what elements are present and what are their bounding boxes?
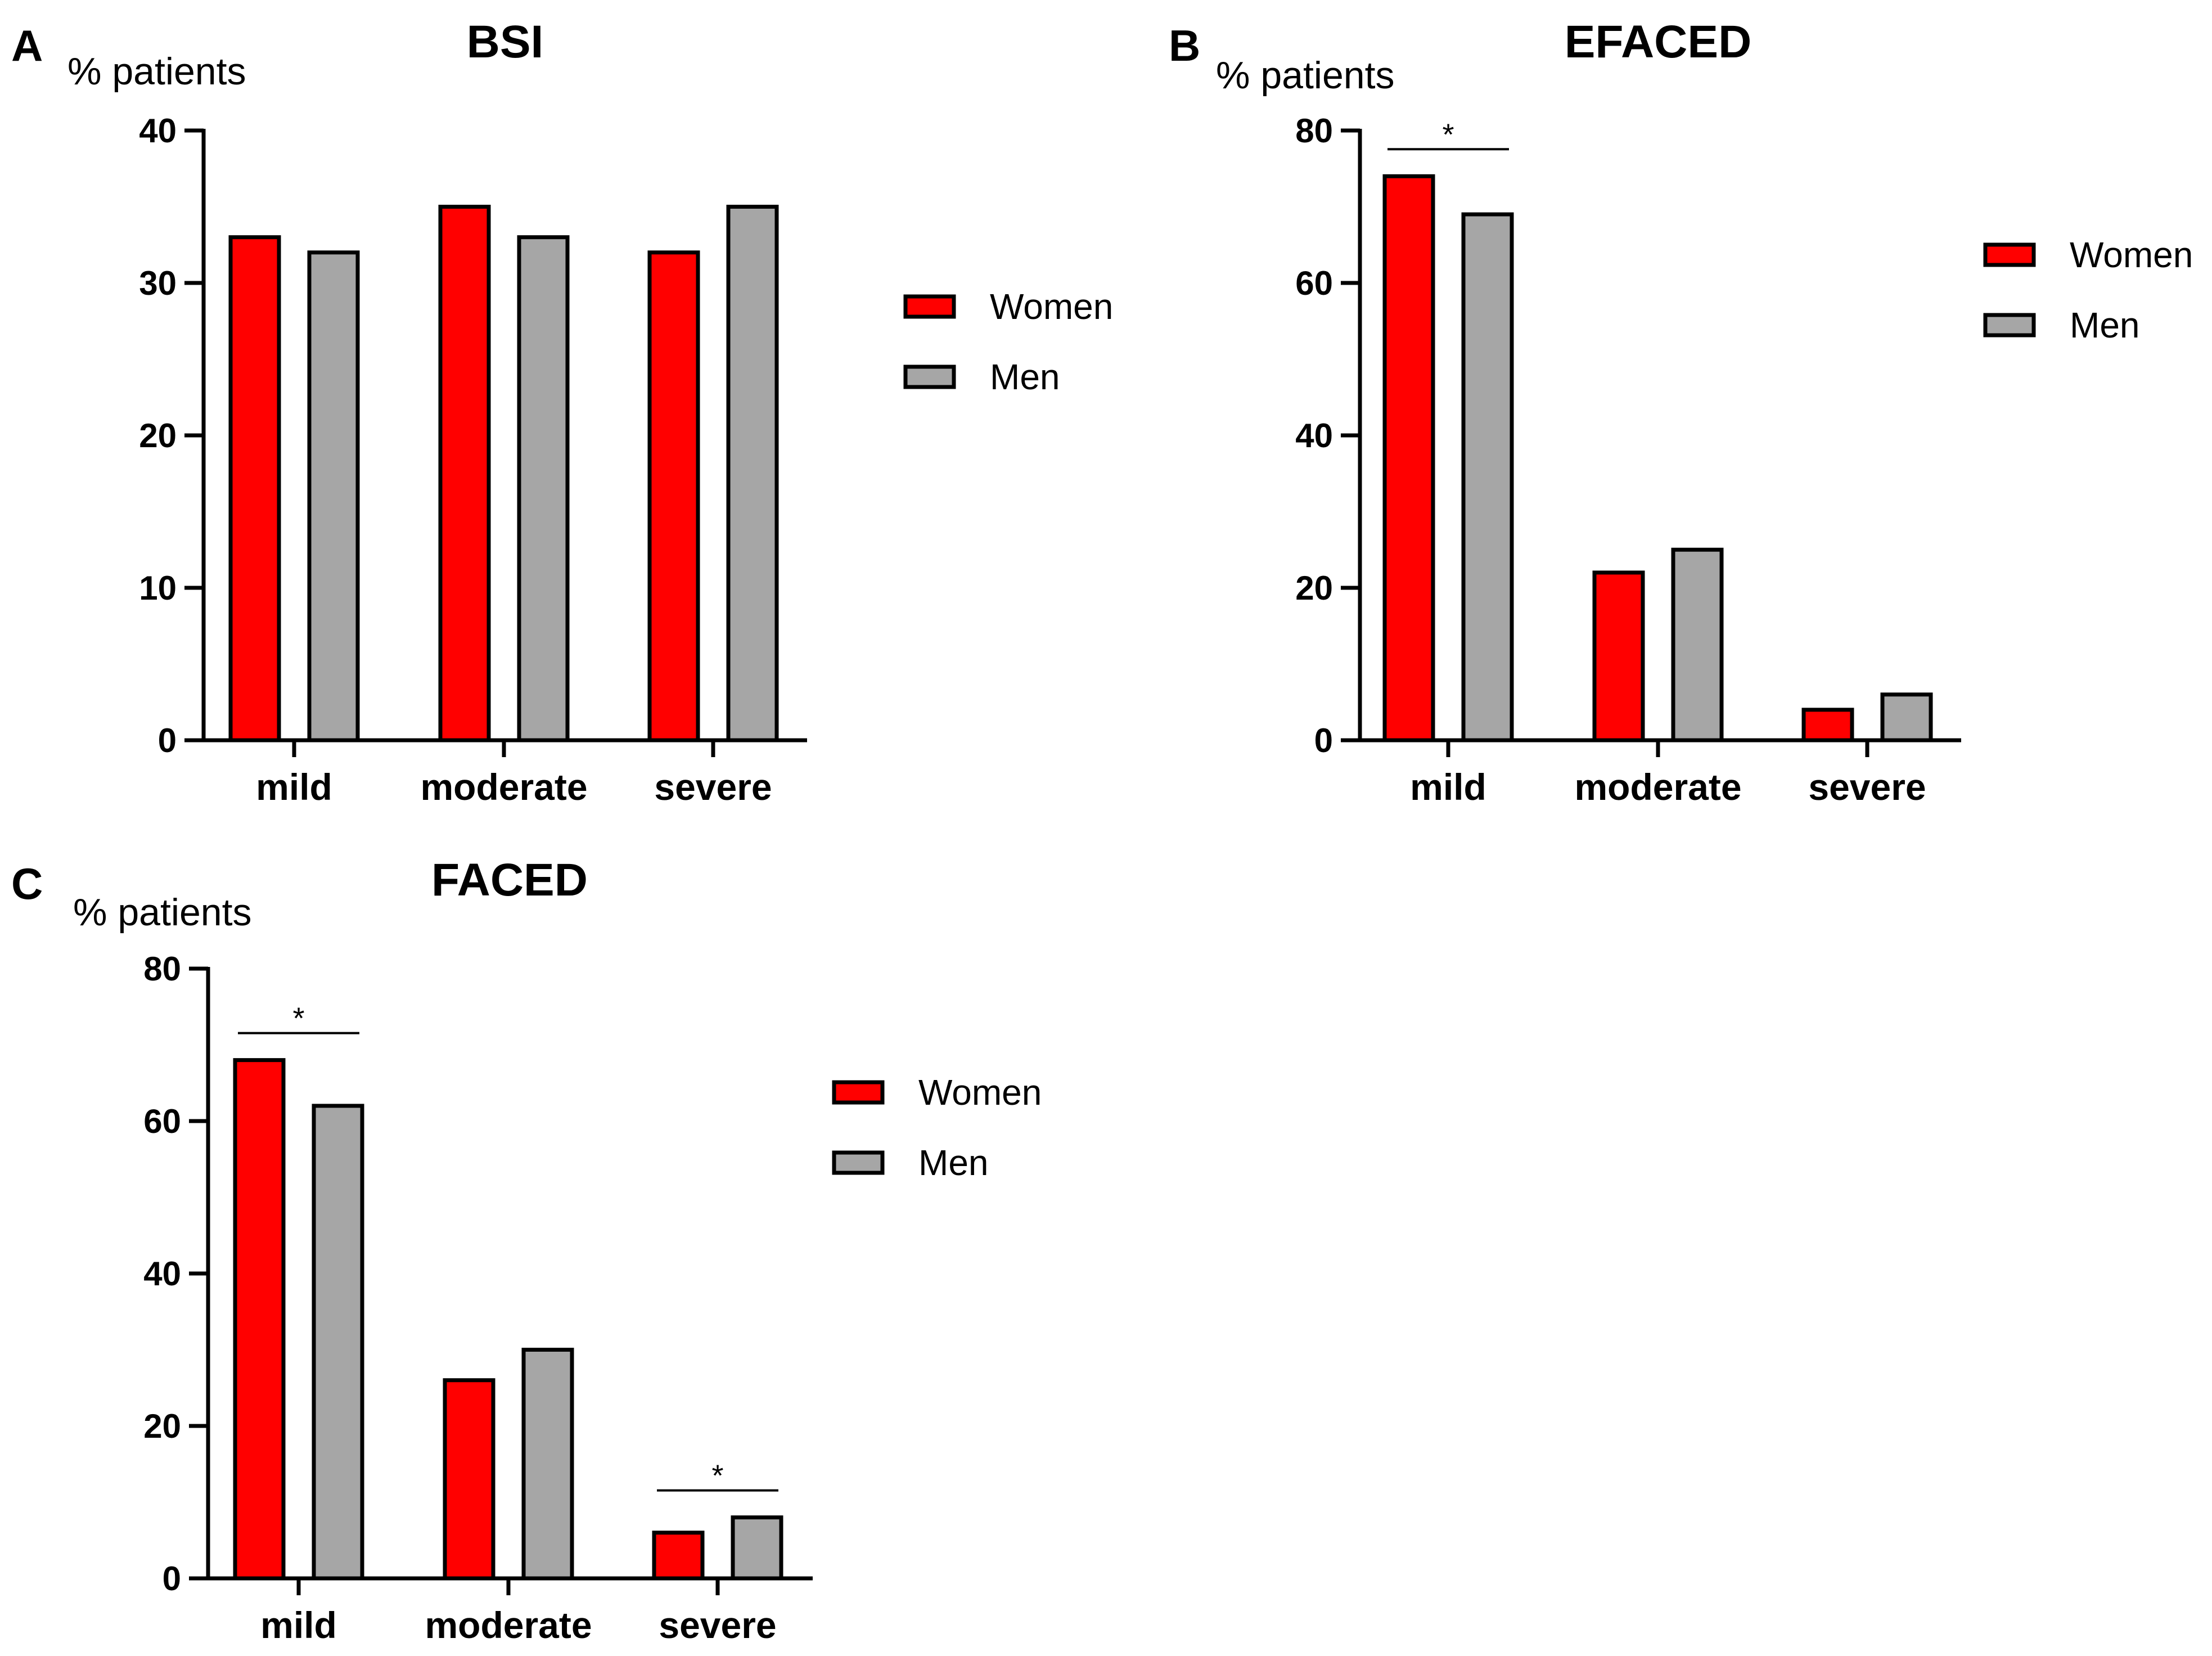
y-tick-label: 10 (139, 569, 177, 607)
chart-title: BSI (467, 16, 544, 68)
legend-swatch-women (832, 1080, 885, 1105)
y-tick-label: 80 (1295, 112, 1333, 150)
y-tick-label: 40 (139, 112, 177, 150)
bar-men-moderate (521, 1348, 574, 1581)
significance-marker: * (1442, 118, 1454, 151)
y-tick-label: 20 (143, 1407, 181, 1445)
legend-swatch-men (1983, 313, 2036, 338)
bar-men-moderate (517, 235, 570, 742)
legend-swatch-women (1983, 242, 2036, 267)
legend-swatch-men (832, 1150, 885, 1175)
legend-label-men: Men (2070, 305, 2140, 345)
legend-swatch-men (903, 364, 956, 389)
chart-panel-b: B % patients EFACED 0 20 40 60 80 mild moderate se… (1169, 16, 2193, 808)
y-tick-label: 60 (1295, 264, 1333, 302)
bar-women-moderate (443, 1378, 495, 1581)
y-tick-label: 40 (1295, 417, 1333, 454)
x-tick-label: moderate (1574, 766, 1741, 808)
legend-label-men: Men (990, 357, 1060, 397)
bar-women-severe (1801, 708, 1854, 742)
y-tick-label: 80 (143, 950, 181, 988)
x-tick-label: moderate (420, 766, 587, 808)
y-tick-label: 60 (143, 1102, 181, 1140)
bar-men-mild (312, 1104, 364, 1581)
legend-swatch-women (903, 294, 956, 319)
legend-label-women: Women (918, 1072, 1042, 1113)
bar-men-severe (1880, 692, 1933, 742)
bar-men-mild (307, 250, 360, 742)
bar-women-moderate (1592, 570, 1645, 742)
bar-men-mild (1461, 212, 1514, 742)
y-tick-label: 20 (139, 417, 177, 454)
x-tick-label: severe (654, 766, 772, 808)
x-tick-label: mild (256, 766, 332, 808)
x-tick-label: mild (1410, 766, 1486, 808)
y-tick-label: 0 (163, 1560, 181, 1598)
bar-women-mild (1382, 174, 1435, 742)
y-tick-label: 0 (158, 722, 177, 759)
bar-men-severe (731, 1515, 783, 1581)
legend-label-women: Women (990, 286, 1113, 327)
y-axis-label: % patients (73, 891, 252, 934)
legend-label-women: Women (2070, 235, 2193, 275)
chart-panel-c: C % patients FACED 0 20 40 60 80 mild moderate sev… (11, 854, 1042, 1646)
y-axis-label: % patients (1216, 54, 1395, 97)
panel-letter: A (11, 21, 43, 70)
y-tick-label: 30 (139, 264, 177, 302)
bar-women-mild (233, 1058, 286, 1581)
bar-men-severe (726, 205, 779, 742)
x-tick-label: moderate (425, 1604, 592, 1646)
bar-women-moderate (438, 205, 491, 742)
y-tick-label: 0 (1314, 722, 1333, 759)
significance-marker: * (292, 1002, 304, 1036)
x-tick-label: severe (659, 1604, 776, 1646)
chart-title: FACED (431, 854, 588, 906)
panel-letter: B (1169, 21, 1200, 70)
x-tick-label: mild (260, 1604, 337, 1646)
bar-men-moderate (1671, 547, 1724, 742)
y-tick-label: 20 (1295, 569, 1333, 607)
x-tick-label: severe (1808, 766, 1926, 808)
significance-marker: * (711, 1459, 723, 1493)
bar-women-severe (652, 1531, 705, 1581)
legend-label-men: Men (918, 1142, 989, 1183)
y-axis-label: % patients (67, 50, 246, 93)
bar-women-mild (228, 235, 281, 742)
chart-panel-a: A % patients BSI 0 10 20 30 40 mild moderate sever… (11, 16, 1113, 808)
bar-women-severe (647, 250, 700, 742)
panel-letter: C (11, 859, 43, 908)
chart-title: EFACED (1565, 16, 1752, 68)
y-tick-label: 40 (143, 1255, 181, 1293)
